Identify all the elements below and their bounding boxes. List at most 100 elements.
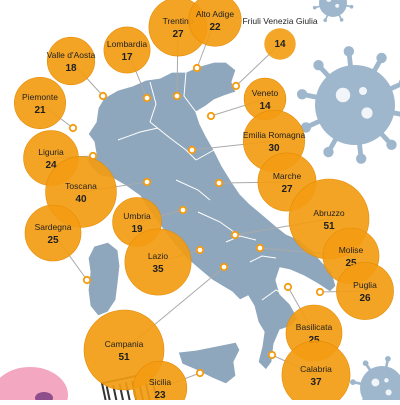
- anchor-dot-toscana: [142, 177, 152, 187]
- anchor-dot-sicilia: [195, 368, 205, 378]
- virus-icon: [312, 0, 354, 23]
- anchor-dot-marche: [214, 178, 224, 188]
- region-border: [175, 179, 211, 201]
- region-label: Puglia: [353, 280, 377, 290]
- region-label: Umbria: [123, 211, 151, 221]
- region-border: [261, 289, 287, 301]
- anchor-dot-lazio: [195, 245, 205, 255]
- anchor-dot-basilicata: [283, 282, 293, 292]
- region-value: 51: [323, 221, 335, 232]
- region-label: Friuli Venezia Giulia: [242, 16, 317, 26]
- anchor-dot-piemonte: [68, 123, 78, 133]
- region-value: 26: [359, 293, 371, 304]
- region-label: Lazio: [148, 251, 169, 261]
- region-value: 23: [154, 390, 166, 400]
- region-border: [149, 121, 197, 161]
- region-piemonte: Piemonte 21: [14, 77, 66, 129]
- region-value: 14: [259, 101, 271, 112]
- anchor-dot-abruzzo: [230, 230, 240, 240]
- region-value: 27: [281, 184, 293, 195]
- region-value: 30: [268, 143, 280, 154]
- region-label: Liguria: [38, 147, 64, 157]
- region-label: Campania: [105, 339, 144, 349]
- region-label: Sicilia: [149, 377, 171, 387]
- sicily-island: [177, 341, 241, 385]
- bubble: [336, 262, 394, 320]
- bubble: [103, 26, 151, 74]
- region-value: 25: [345, 258, 357, 269]
- region-label: Molise: [339, 245, 364, 255]
- region-border: [197, 211, 235, 233]
- pink-figure-icon: [0, 367, 68, 405]
- region-label: Basilicata: [296, 322, 333, 332]
- anchor-dot-umbria: [178, 205, 188, 215]
- anchor-dot-campania: [219, 262, 229, 272]
- region-calabria: Calabria 37: [281, 340, 351, 405]
- region-value: 18: [65, 63, 77, 74]
- anchor-dot-puglia: [315, 287, 325, 297]
- region-value: 27: [172, 29, 184, 40]
- anchor-dot-molise: [255, 243, 265, 253]
- region-sardegna: Sardegna 25: [24, 204, 82, 262]
- region-label: Marche: [273, 171, 302, 181]
- region-sicilia: Sicilia 23: [132, 360, 188, 405]
- anchor-dot-lombardia: [142, 93, 152, 103]
- region-value: 25: [47, 235, 59, 246]
- bubble: [281, 340, 351, 405]
- region-border: [183, 71, 197, 113]
- region-label: Calabria: [300, 364, 332, 374]
- region-value: 37: [310, 377, 322, 388]
- sardinia-island: [87, 241, 121, 317]
- region-label: Lombardia: [107, 39, 147, 49]
- bubble: [124, 228, 192, 296]
- region-label: Trentino: [163, 16, 194, 26]
- region-label: Veneto: [252, 88, 279, 98]
- region-value: 19: [131, 224, 143, 235]
- region-label: Alto Adige: [196, 9, 235, 19]
- region-value: 21: [34, 105, 46, 116]
- bubble: [14, 77, 66, 129]
- region-puglia: Puglia 26: [336, 262, 394, 320]
- virus-icon: [350, 356, 400, 405]
- region-value: 35: [152, 264, 164, 275]
- region-value: 22: [209, 22, 221, 33]
- anchor-dot-valle-d-aosta: [98, 91, 108, 101]
- region-friuli-venezia-giulia: Friuli Venezia Giulia 14: [242, 16, 318, 60]
- region-lazio: Lazio 35: [124, 228, 192, 296]
- region-label: Emilia Romagna: [243, 130, 306, 140]
- region-label: Piemonte: [22, 92, 58, 102]
- region-border: [149, 81, 157, 123]
- region-label: Toscana: [65, 181, 97, 191]
- region-lombardia: Lombardia 17: [103, 26, 151, 74]
- region-label: Sardegna: [35, 222, 72, 232]
- italy-mainland: [85, 61, 337, 371]
- virus-icon: [296, 46, 400, 164]
- region-border: [249, 255, 277, 263]
- region-bubbles: Trentino 27 Alto Adige 22 Friuli Venezia Giu…: [14, 0, 394, 405]
- region-label: Valle d'Aosta: [47, 50, 96, 60]
- bubble: [188, 0, 242, 47]
- region-border: [225, 235, 257, 243]
- region-valle-d-aosta: Valle d'Aosta 18: [47, 36, 96, 86]
- anchor-dot-veneto: [206, 111, 216, 121]
- region-value: 40: [75, 194, 87, 205]
- region-value: 51: [118, 352, 130, 363]
- anchor-dot-friuli-venezia-giulia: [231, 81, 241, 91]
- anchor-dot-sardegna: [82, 275, 92, 285]
- region-value: 17: [121, 52, 133, 63]
- anchor-dot-alto-adige: [192, 63, 202, 73]
- region-alto-adige: Alto Adige 22: [188, 0, 242, 47]
- bubble: [24, 204, 82, 262]
- anchor-dot-trentino: [172, 91, 182, 101]
- region-border: [195, 149, 215, 161]
- anchor-dot-emilia-romagna: [187, 145, 197, 155]
- region-value: 24: [45, 160, 57, 171]
- region-value: 14: [274, 39, 286, 50]
- region-border: [117, 127, 159, 141]
- region-label: Abruzzo: [313, 208, 344, 218]
- bubble: [132, 360, 188, 405]
- italy-map: [85, 61, 337, 385]
- region-value: 25: [308, 335, 320, 346]
